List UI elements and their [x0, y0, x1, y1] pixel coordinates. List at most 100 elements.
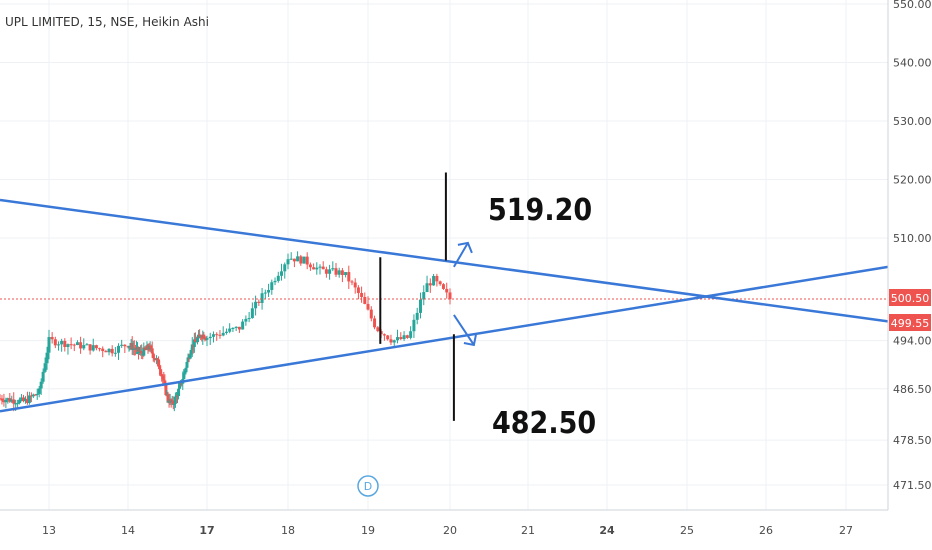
candle-body-183: [392, 340, 396, 343]
candle-body-173: [360, 293, 364, 298]
candle-body-166: [337, 270, 341, 275]
candle-body-125: [205, 338, 209, 340]
candle-body-172: [356, 287, 360, 294]
candle-body-148: [280, 271, 284, 276]
candle-body-131: [224, 331, 228, 333]
candle-body-198: [441, 284, 445, 289]
lower-trendline[interactable]: [0, 265, 889, 413]
candle-body-135: [237, 326, 241, 330]
y-tick-label-4: 510.00: [893, 232, 932, 245]
candle-body-88: [166, 394, 170, 401]
candle-body-49: [123, 344, 127, 347]
candle-body-156: [305, 256, 309, 265]
candle-body-73: [150, 348, 154, 354]
candle-body-13: [23, 398, 27, 402]
candle-body-85: [163, 380, 167, 385]
candle-body-63: [140, 351, 144, 354]
candle-body-4: [6, 398, 10, 400]
candle-body-29: [60, 340, 64, 345]
candle-body-163: [328, 269, 332, 274]
candle-body-174: [363, 297, 367, 304]
candle-body-188: [409, 331, 413, 338]
candle-body-114: [193, 339, 197, 342]
candle-body-60: [137, 347, 141, 353]
candle-body-178: [376, 327, 380, 332]
x-tick-label-1: 14: [121, 524, 135, 537]
candle-body-107: [186, 357, 190, 362]
y-tick-label-8: 471.50: [893, 479, 932, 492]
breakout-down-arrow[interactable]: [453, 314, 477, 347]
candle-body-162: [324, 269, 328, 274]
candle-body-21: [39, 381, 43, 389]
candle-body-30: [63, 340, 67, 348]
candle-body-195: [432, 275, 436, 286]
candle-body-48: [120, 344, 124, 346]
candle-body-130: [221, 332, 225, 336]
candle-body-158: [312, 267, 316, 270]
candle-body-20: [37, 388, 41, 394]
candle-body-199: [445, 288, 449, 293]
candle-body-181: [386, 335, 390, 340]
candle-body-81: [159, 369, 163, 375]
y-tick-label-2: 530.00: [893, 115, 932, 128]
candle-body-168: [344, 272, 348, 275]
candle-body-82: [160, 374, 164, 377]
candle-body-154: [299, 256, 303, 264]
candle-body-3: [4, 399, 8, 403]
candle-body-194: [428, 283, 432, 286]
upper-trendline[interactable]: [0, 198, 889, 323]
candle-body-40: [94, 345, 98, 349]
candle-body-136: [241, 321, 245, 330]
candle-body-144: [267, 289, 271, 293]
candle-body-25: [47, 337, 51, 353]
breakout-up-arrow[interactable]: [453, 241, 473, 268]
candle-body-72: [149, 345, 153, 349]
price-tag-prev-bg: [889, 314, 931, 331]
candle-body-16: [29, 395, 33, 397]
candle-body-9: [16, 403, 20, 405]
x-axis-labels[interactable]: 13 14 17 18 19 20 21 24 25 26 27: [42, 524, 853, 537]
candle-body-67: [144, 349, 148, 351]
candle-body-58: [134, 347, 138, 350]
candle-body-27: [53, 339, 57, 346]
candle-body-35: [79, 342, 83, 349]
y-tick-label-0: 550.00: [893, 0, 932, 11]
candle-body-187: [405, 335, 409, 338]
candle-body-197: [438, 281, 442, 285]
candle-body-116: [196, 338, 200, 343]
candle-body-105: [184, 367, 188, 371]
candle-body-200: [448, 292, 452, 300]
candles: [0, 251, 452, 412]
candle-body-137: [244, 318, 248, 322]
candle-body-160: [318, 266, 322, 268]
candle-body-120: [200, 337, 204, 339]
candle-body-54: [130, 343, 134, 350]
candle-body-36: [82, 345, 86, 349]
candle-body-39: [91, 345, 95, 351]
candle-body-69: [146, 345, 150, 349]
candle-body-164: [331, 268, 335, 270]
candle-body-142: [260, 293, 264, 303]
y-tick-label-6: 486.50: [893, 383, 932, 396]
dividend-marker[interactable]: D: [357, 475, 379, 497]
candle-body-106: [185, 361, 189, 368]
candle-body-61: [138, 351, 142, 353]
candle-body-151: [289, 258, 293, 260]
candle-body-192: [422, 292, 426, 300]
candle-body-18: [33, 394, 37, 396]
candle-body-10: [18, 399, 22, 404]
candle-body-70: [147, 348, 151, 350]
candle-body-94: [172, 403, 176, 405]
candle-body-118: [198, 334, 202, 336]
candle-body-177: [373, 318, 377, 328]
price-tag-prev: 499.55: [889, 314, 931, 331]
candle-body-47: [117, 345, 121, 353]
candle-body-104: [183, 370, 187, 374]
x-tick-label-4: 19: [361, 524, 375, 537]
y-axis-labels[interactable]: 550.00 540.00 530.00 520.00 510.00 494.00 486.…: [893, 0, 932, 492]
candle-body-66: [143, 347, 147, 350]
dividend-marker-circle: [357, 475, 379, 497]
candle-body-150: [286, 259, 290, 265]
candle-body-171: [353, 282, 357, 288]
